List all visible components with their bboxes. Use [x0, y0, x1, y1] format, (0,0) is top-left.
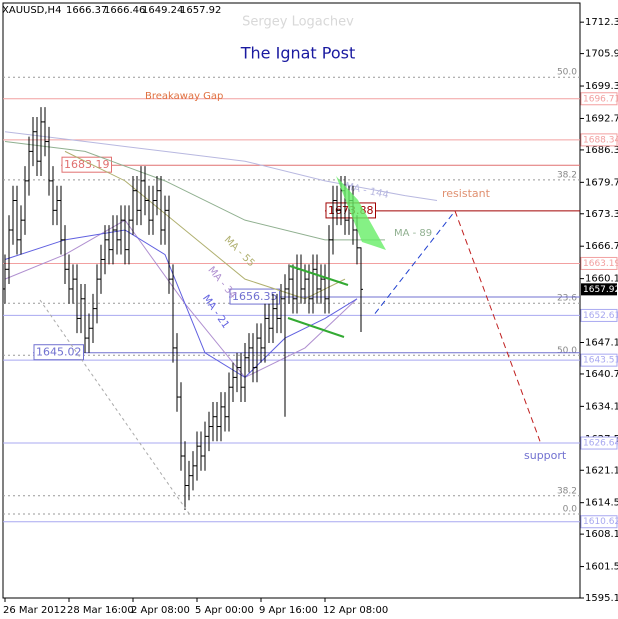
moving-average: [4, 141, 385, 241]
y-tick-label: 1660.10: [585, 274, 618, 285]
fib-label: 0.0: [563, 504, 578, 514]
pennant: [336, 176, 386, 250]
y-tick-label: 1621.10: [585, 465, 618, 476]
y-tick-label: 1692.70: [585, 113, 618, 124]
fib-label: 38.2: [557, 170, 577, 180]
symbol: XAUUSD,H4: [2, 5, 61, 16]
header-high: 1666.46: [104, 5, 145, 16]
moving-average: [4, 131, 438, 202]
marked-level-label: 1645.02: [36, 346, 82, 359]
y-tick-label: 1634.10: [585, 401, 618, 412]
y-tick-label: 1673.30: [585, 209, 618, 220]
level-label: 1663.19: [583, 259, 618, 269]
fib-label: 23.6: [557, 294, 577, 304]
level-tag: [580, 436, 618, 450]
annotation: support: [524, 449, 567, 462]
header-low: 1649.24: [142, 5, 183, 16]
y-tick-label: 1699.30: [585, 81, 618, 92]
y-tick-label: 1614.50: [585, 498, 618, 509]
fib-label: 38.2: [557, 486, 577, 496]
x-tick-label: 2 Apr 08:00: [131, 605, 190, 616]
y-tick-label: 1679.70: [585, 177, 618, 188]
level-tag: [580, 133, 618, 147]
y-tick-label: 1712.30: [585, 17, 618, 28]
y-tick-label: 1640.70: [585, 369, 618, 380]
channel-line: [289, 265, 349, 286]
x-tick-label: 12 Apr 08:00: [323, 605, 388, 616]
header-open: 1666.37: [66, 5, 107, 16]
forecast-line: [454, 210, 541, 442]
y-tick-label: 1608.10: [585, 529, 618, 540]
level-label: 1696.71: [583, 94, 618, 104]
y-tick-label: 1595.10: [585, 593, 618, 604]
header-close: 1657.92: [180, 5, 221, 16]
level-label: 1610.62: [583, 517, 618, 527]
x-tick-label: 26 Mar 2012: [3, 605, 66, 616]
level-tag: [580, 308, 618, 322]
trend-line: [39, 299, 191, 516]
x-tick-label: 9 Apr 16:00: [259, 605, 318, 616]
price-tag-label: 1657.92: [583, 285, 618, 295]
fib-label: 50.0: [557, 68, 577, 78]
y-tick-label: 1686.30: [585, 145, 618, 156]
level-tag: [580, 353, 618, 367]
marked-level-label: 1656.35: [232, 290, 278, 303]
level-label: 1688.34: [583, 135, 618, 145]
fib-label: 50.0: [557, 346, 577, 356]
chart-title: The Ignat Post: [240, 44, 356, 63]
channel-line: [287, 317, 345, 338]
marked-level-box: [33, 344, 84, 361]
level-tag: [580, 92, 618, 106]
y-tick-label: 1705.90: [585, 49, 618, 60]
level-label: 1626.64: [583, 439, 618, 449]
watermark: Sergey Logachev: [242, 15, 354, 30]
annotation: resistant: [442, 187, 491, 200]
moving-average: [64, 150, 346, 300]
marked-level-label: 1683.19: [64, 158, 110, 171]
ma-label: MA - 89: [394, 228, 432, 239]
x-tick-label: 5 Apr 00:00: [195, 605, 254, 616]
plot-frame: [2, 2, 581, 599]
y-tick-label: 1601.50: [585, 562, 618, 573]
x-tick-label: 28 Mar 16:00: [67, 605, 134, 616]
level-label: 1643.51: [583, 356, 618, 366]
level-label: 1652.61: [583, 311, 618, 321]
price-tag: [581, 283, 617, 296]
y-tick-label: 1666.70: [585, 241, 618, 252]
y-tick-label: 1647.10: [585, 338, 618, 349]
level-tag: [580, 515, 618, 529]
annotation: Breakaway Gap: [145, 91, 223, 102]
forecast-line: [374, 210, 456, 314]
marked-level-box: [229, 288, 280, 305]
level-tag: [580, 256, 618, 270]
